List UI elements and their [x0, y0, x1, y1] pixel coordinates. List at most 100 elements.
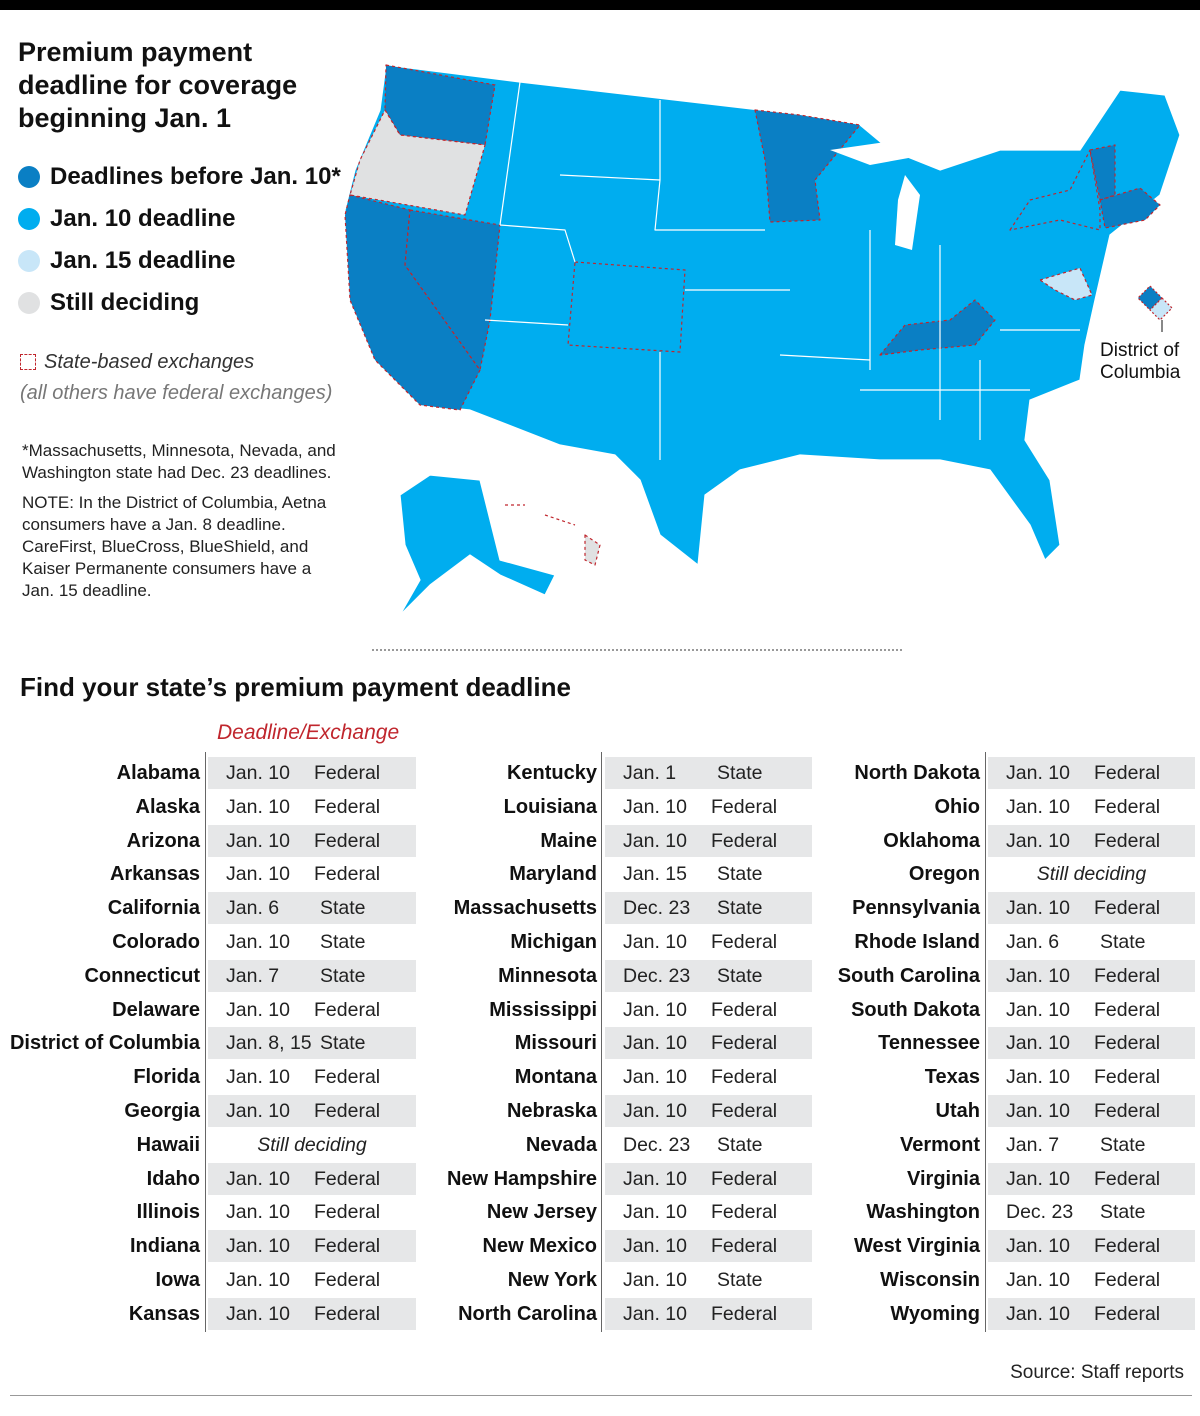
table-row: Mississippi Jan. 10 Federal	[400, 993, 812, 1027]
table-row: Nebraska Jan. 10 Federal	[400, 1094, 812, 1128]
deadline-cell: Jan. 10 Federal	[988, 1094, 1195, 1127]
table-row: Tennessee Jan. 10 Federal	[790, 1026, 1195, 1060]
exchange-value: Federal	[711, 1167, 778, 1190]
state-name: New Jersey	[486, 1201, 597, 1224]
deadline-value: Jan. 10	[1006, 829, 1070, 852]
deadline-cell: Jan. 10 State	[208, 926, 416, 958]
exchange-value: State	[1100, 1133, 1146, 1156]
deadline-cell: Dec. 23 State	[605, 892, 812, 925]
deadline-value: Jan. 10	[1006, 1235, 1070, 1258]
table-row: Maine Jan. 10 Federal	[400, 824, 812, 858]
map-state-nevada	[404, 209, 501, 371]
table-row: Georgia Jan. 10 Federal	[0, 1094, 416, 1128]
state-name: Alabama	[116, 762, 200, 784]
exchange-value: Federal	[1094, 829, 1161, 852]
bottom-rule	[10, 1395, 1192, 1396]
state-name: Florida	[133, 1066, 200, 1089]
exchange-value: State	[717, 863, 763, 886]
deadline-value: Jan. 10	[623, 1032, 687, 1055]
state-name: Louisiana	[503, 795, 597, 818]
deadline-cell: Jan. 6 State	[208, 892, 416, 925]
deadline-value: Jan. 10	[226, 829, 290, 852]
map-state-colorado	[567, 261, 686, 353]
deadline-value: Dec. 23	[1006, 1201, 1074, 1224]
state-name: Colorado	[112, 930, 200, 953]
exchange-value: State	[320, 964, 366, 987]
table-row: Massachusetts Dec. 23 State	[400, 891, 812, 925]
state-name: Michigan	[510, 930, 597, 953]
us-map-svg	[344, 64, 1181, 616]
table-row: Wisconsin Jan. 10 Federal	[790, 1263, 1195, 1297]
table-row: Ohio Jan. 10 Federal	[790, 790, 1195, 824]
exchange-value: Federal	[1094, 964, 1161, 987]
exchange-value: Federal	[314, 998, 381, 1021]
deadline-cell: Dec. 23 State	[605, 959, 812, 992]
deadline-cell: Jan. 10 Federal	[988, 1264, 1195, 1296]
state-name: Ohio	[934, 795, 980, 818]
state-name: Virginia	[907, 1167, 980, 1190]
state-name: Delaware	[112, 998, 200, 1021]
deadline-value: Jan. 10	[623, 998, 687, 1021]
state-name: Minnesota	[498, 964, 597, 987]
deadline-value: Jan. 10	[226, 998, 290, 1021]
table-row: New Mexico Jan. 10 Federal	[400, 1229, 812, 1263]
legend-item-before: Deadlines before Jan. 10*	[18, 156, 348, 198]
table-row: Minnesota Dec. 23 State	[400, 959, 812, 993]
table-column-2: Kentucky Jan. 1 State Louisiana Jan. 10 Feder…	[400, 756, 812, 1331]
table-row: District of Columbia Jan. 8, 15 State	[0, 1026, 416, 1060]
exchange-value: Federal	[711, 1032, 778, 1055]
table-title: Find your state’s premium payment deadli…	[20, 672, 571, 702]
deadline-cell: Still deciding	[988, 858, 1195, 890]
table-row: Virginia Jan. 10 Federal	[790, 1162, 1195, 1196]
exchange-value: State	[320, 897, 366, 920]
exchange-value: State	[320, 930, 366, 953]
exchange-value: Federal	[314, 829, 381, 852]
deadline-value: Dec. 23	[623, 964, 691, 987]
deadline-cell: Jan. 10 Federal	[988, 1230, 1195, 1263]
table-row: Utah Jan. 10 Federal	[790, 1094, 1195, 1128]
deadline-value: Jan. 10	[226, 1201, 290, 1224]
deadline-value: Jan. 10	[226, 930, 290, 953]
deadline-value: Jan. 10	[1006, 1099, 1070, 1122]
deadline-cell: Jan. 15 State	[605, 858, 812, 890]
exchange-value: Federal	[1094, 1235, 1161, 1258]
deadline-cell: Jan. 10 Federal	[208, 1061, 416, 1093]
deadline-value: Jan. 10	[226, 1167, 290, 1190]
deadline-cell: Jan. 10 Federal	[988, 1297, 1195, 1330]
deadline-cell: Dec. 23 State	[988, 1196, 1195, 1228]
state-name: Maine	[540, 829, 597, 852]
table-row: Arizona Jan. 10 Federal	[0, 824, 416, 858]
state-name: Connecticut	[84, 964, 200, 987]
dashed-border-icon	[20, 354, 36, 370]
table-row: Illinois Jan. 10 Federal	[0, 1195, 416, 1229]
deadline-cell: Jan. 10 Federal	[208, 1297, 416, 1330]
exchange-value: Federal	[711, 1235, 778, 1258]
deadline-value: Jan. 7	[226, 964, 280, 987]
deadline-value: Jan. 10	[226, 1235, 290, 1258]
exchange-value: Federal	[1094, 795, 1161, 818]
deadline-value: Jan. 10	[1006, 795, 1070, 818]
deadline-cell: Jan. 8, 15 State	[208, 1027, 416, 1060]
deadline-cell: Jan. 10 Federal	[208, 858, 416, 890]
legend-item-jan15: Jan. 15 deadline	[18, 240, 348, 282]
exchange-value: Federal	[711, 930, 778, 953]
table-row: Louisiana Jan. 10 Federal	[400, 790, 812, 824]
state-name: Texas	[924, 1066, 980, 1089]
state-name: South Carolina	[837, 964, 980, 987]
legend-swatch-undecided	[18, 292, 40, 314]
table-row: Washington Dec. 23 State	[790, 1195, 1195, 1229]
deadline-value: Jan. 10	[1006, 1066, 1070, 1089]
table-row: Alaska Jan. 10 Federal	[0, 790, 416, 824]
table-row: Wyoming Jan. 10 Federal	[790, 1297, 1195, 1331]
exchange-value: State	[320, 1032, 366, 1055]
deadline-cell: Jan. 10 Federal	[988, 959, 1195, 992]
legend-swatch-before	[18, 166, 40, 188]
table-row: South Carolina Jan. 10 Federal	[790, 959, 1195, 993]
exchange-value: Federal	[314, 1268, 381, 1291]
state-name: Iowa	[155, 1268, 200, 1291]
state-name: Oklahoma	[883, 829, 980, 852]
exchange-value: Federal	[314, 762, 381, 784]
deadline-cell: Jan. 10 Federal	[988, 1027, 1195, 1060]
table-row: Nevada Dec. 23 State	[400, 1128, 812, 1162]
deadline-cell: Jan. 10 Federal	[605, 1061, 812, 1093]
